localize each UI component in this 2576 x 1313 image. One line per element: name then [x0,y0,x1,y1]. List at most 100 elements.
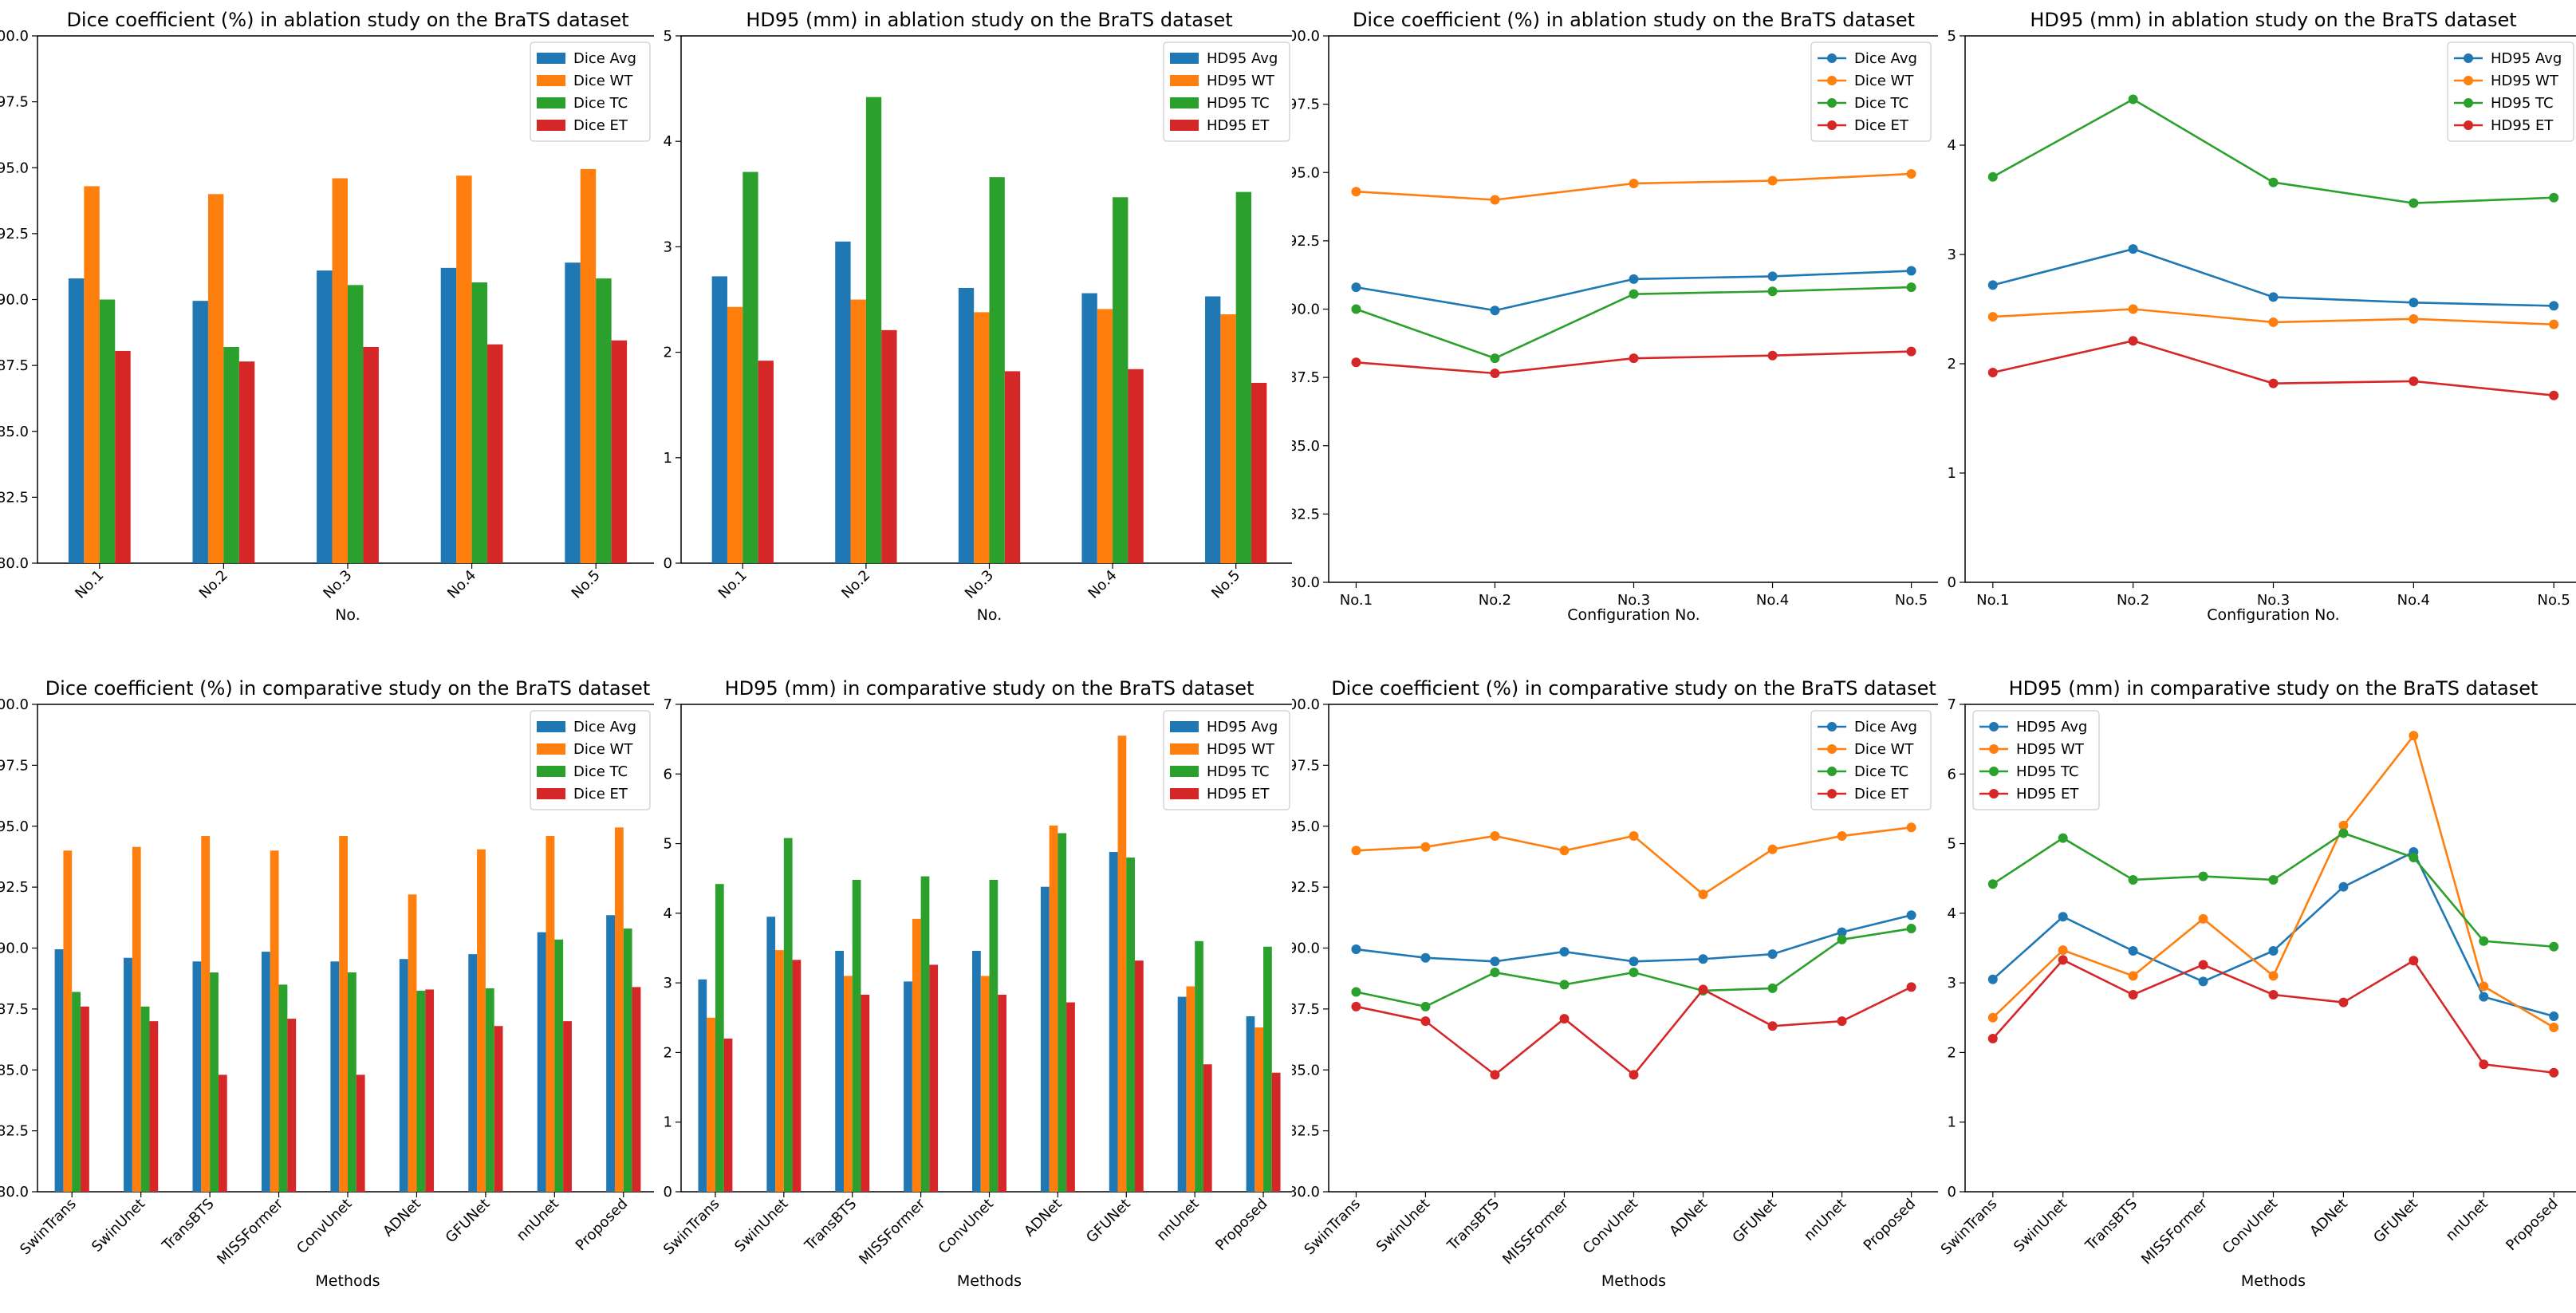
data-point [1987,974,1998,984]
y-tick-label: 3 [664,239,672,255]
data-point [1767,949,1778,960]
data-point [1906,346,1916,357]
data-point [2479,992,2489,1002]
data-point [1559,846,1570,856]
data-point [2058,912,2068,922]
chart-title: HD95 (mm) in ablation study on the BraTS… [2030,9,2516,31]
x-tick-label: SwinTrans [1938,1196,2000,1259]
bar [912,918,921,1192]
legend-marker [1827,767,1837,776]
data-point [2549,390,2559,400]
legend-label: Dice Avg [573,50,636,67]
bar [1066,1002,1075,1192]
data-point [1837,934,1847,944]
bar [287,1019,297,1192]
bar [1186,986,1195,1192]
bar [758,361,774,563]
bar [611,340,628,563]
bar [1128,369,1144,563]
data-point [2479,981,2489,992]
data-point [1906,282,1916,293]
data-point [1351,944,1361,955]
bar [707,1017,715,1192]
y-tick-label: 1 [664,1114,672,1131]
y-tick-label: 7 [664,696,672,713]
data-point [2058,955,2068,965]
bar [278,984,288,1192]
x-tick-label: ADNet [1021,1196,1065,1240]
x-tick-label: No.4 [444,567,479,602]
data-point [2549,1011,2559,1022]
data-point [1490,830,1500,841]
x-tick-label: No.1 [1976,592,2009,609]
legend-label: HD95 TC [1207,95,1270,112]
x-tick-label: No.2 [196,567,231,602]
y-tick-label: 92.5 [0,879,29,896]
legend-label: Dice WT [1854,73,1914,89]
x-tick-label: nnUnet [1154,1196,1203,1244]
data-point [2268,317,2279,327]
data-point [1629,830,1639,841]
data-point [1351,187,1361,197]
y-tick-label: 2 [1948,1044,1956,1061]
bar [487,344,503,563]
data-point [1767,271,1778,282]
data-point [1837,830,1847,841]
y-tick-label: 2 [1948,356,1956,373]
x-tick-label: GFUNet [443,1196,494,1247]
legend-box [530,41,651,142]
data-point [2409,853,2419,863]
legend-label: Dice Avg [1854,719,1917,735]
legend-box [1810,41,1932,142]
data-point [2128,989,2138,1000]
chart-ablation-hd95-line: HD95 (mm) in ablation study on the BraTS… [1948,9,2576,624]
data-point [2338,820,2349,830]
legend-label: Dice ET [573,786,628,802]
bar [63,850,73,1192]
y-tick-label: 0 [1948,574,1956,591]
bar [1203,1064,1212,1192]
data-point [1351,987,1361,997]
x-tick-label: SwinUnet [89,1196,148,1256]
data-point [2128,336,2138,346]
y-tick-label: 1 [664,450,672,467]
data-point [1698,889,1708,900]
bar [72,992,81,1192]
bar [623,929,632,1192]
x-tick-label: No.5 [1895,592,1928,609]
x-tick-label: SwinTrans [1301,1196,1364,1259]
x-tick-label: Proposed [2503,1196,2561,1254]
legend-label: Dice ET [573,117,628,134]
data-point [2409,956,2419,966]
legend-label: HD95 WT [2016,741,2085,758]
bar [207,194,224,564]
bar [1126,858,1136,1192]
x-tick-label: No.4 [1085,567,1121,602]
bar [989,879,998,1192]
data-point [2198,976,2208,987]
bar [1081,293,1097,563]
data-point [1837,927,1847,937]
legend-marker [1989,789,1999,798]
data-point [1906,168,1916,179]
bar [261,952,270,1192]
bar [850,299,866,563]
legend-label: Dice TC [1854,763,1908,780]
legend-label: HD95 Avg [1207,719,1278,735]
bar [1004,371,1021,563]
bar [835,241,851,563]
bar [715,884,724,1192]
bar [332,178,348,563]
legend-marker [1827,120,1837,130]
y-tick-label: 100.0 [1292,696,1320,713]
chart-title: HD95 (mm) in ablation study on the BraTS… [746,9,1232,31]
legend-swatch [1170,75,1199,86]
bar [881,329,897,563]
data-point [1420,842,1431,852]
data-point [2479,1059,2489,1070]
chart-comparative-hd95-bar: HD95 (mm) in comparative study on the Br… [660,677,1292,1290]
y-tick-label: 4 [664,133,672,150]
y-tick-label: 3 [1948,975,1956,992]
chart-ablation-dice-line: Dice coefficient (%) in ablation study o… [1292,9,1938,624]
x-tick-label: Proposed [1861,1196,1919,1254]
